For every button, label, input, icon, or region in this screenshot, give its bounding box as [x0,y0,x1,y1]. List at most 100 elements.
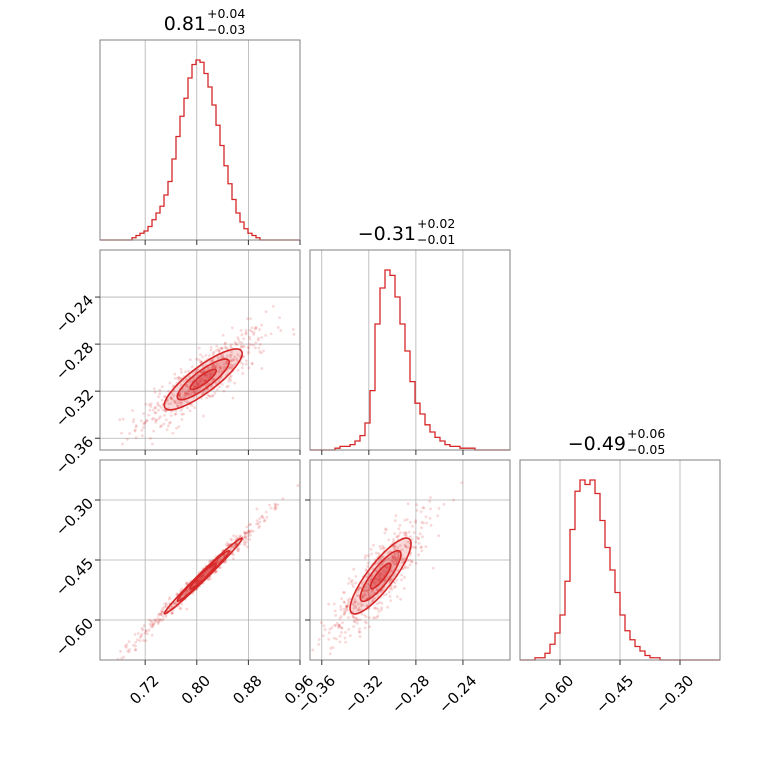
sample-point [190,404,194,407]
sample-point [164,409,168,413]
sample-point [403,518,407,522]
sample-point [210,359,214,362]
sample-point [236,549,240,553]
samples-0-2 [100,474,300,674]
sample-point [373,616,377,620]
sample-point [218,366,222,370]
param-title-1: −0.31 +0.02−0.01 [358,216,456,247]
sample-point [245,362,248,366]
sample-point [127,650,131,654]
sample-point [196,579,200,583]
sample-point [276,326,280,329]
sample-point [343,612,346,616]
y-tick-label-2: −0.30 [52,494,97,539]
sample-point [152,387,156,391]
sample-point [248,337,252,341]
sample-point [179,368,183,371]
sample-point [328,652,332,656]
sample-point [401,558,405,561]
sample-point [151,623,155,626]
sample-point [392,538,395,541]
sample-point [247,350,250,353]
sample-point [411,524,414,528]
sample-point [357,606,361,610]
sample-point [335,662,338,665]
sample-point [394,514,398,518]
sample-point [361,595,365,598]
sample-point [377,578,381,582]
sample-point [140,632,144,636]
sample-point [169,402,173,405]
sample-point [340,631,343,634]
x-tick-label-1: −0.32 [341,672,386,717]
sample-point [221,555,225,559]
x-tick-label-0: 0.88 [229,672,265,708]
sample-point [269,332,273,336]
sample-point [158,618,162,622]
x-tick-label-1: −0.28 [388,672,433,717]
sample-point [248,533,252,537]
sample-point [400,573,404,577]
sample-point [340,626,344,630]
sample-point [381,588,385,592]
sample-point [346,604,350,608]
sample-point [400,578,403,582]
sample-point [406,545,409,549]
sample-point [100,671,103,674]
sample-point [360,612,364,616]
sample-point [177,376,181,380]
sample-point [420,526,423,530]
sample-point [248,538,252,541]
sample-point [243,535,247,539]
sample-point [251,362,254,366]
sample-point [208,559,212,563]
sample-point [257,346,261,350]
sample-point [254,326,258,329]
sample-point [262,519,266,523]
sample-point [192,390,196,394]
sample-point [236,353,240,357]
samples-1-2 [311,481,464,665]
sample-point [386,576,390,580]
sample-point [122,655,126,659]
sample-point [370,552,374,556]
sample-point [258,350,262,354]
sample-point [120,657,124,660]
sample-point [185,383,189,387]
sample-point [144,421,147,425]
sample-point [354,575,358,578]
sample-point [244,535,248,539]
sample-point [410,537,414,541]
sample-point [195,579,199,583]
sample-point [347,582,350,585]
param-title-main-2: −0.49 [568,433,626,455]
sample-point [399,597,403,601]
sample-point [233,340,237,344]
sample-point [170,397,174,401]
sample-point [241,345,245,349]
sample-point [170,612,174,615]
sample-point [209,348,213,352]
sample-point [148,618,151,622]
sample-point [180,401,184,405]
sample-point [223,362,226,366]
sample-point [211,365,215,369]
sample-point [258,517,262,520]
sample-point [274,507,278,510]
sample-point [382,574,385,578]
sample-point [241,362,245,366]
x-tick-label-2: −0.30 [652,672,697,717]
sample-point [420,545,424,549]
sample-point [208,354,211,357]
sample-point [390,569,394,573]
sample-point [206,387,210,391]
sample-point [158,388,162,392]
sample-point [160,610,164,614]
sample-point [128,432,132,435]
sample-point [393,519,397,522]
sample-point [208,375,212,379]
sample-point [172,394,176,398]
sample-point [197,358,201,362]
sample-point [175,402,179,406]
